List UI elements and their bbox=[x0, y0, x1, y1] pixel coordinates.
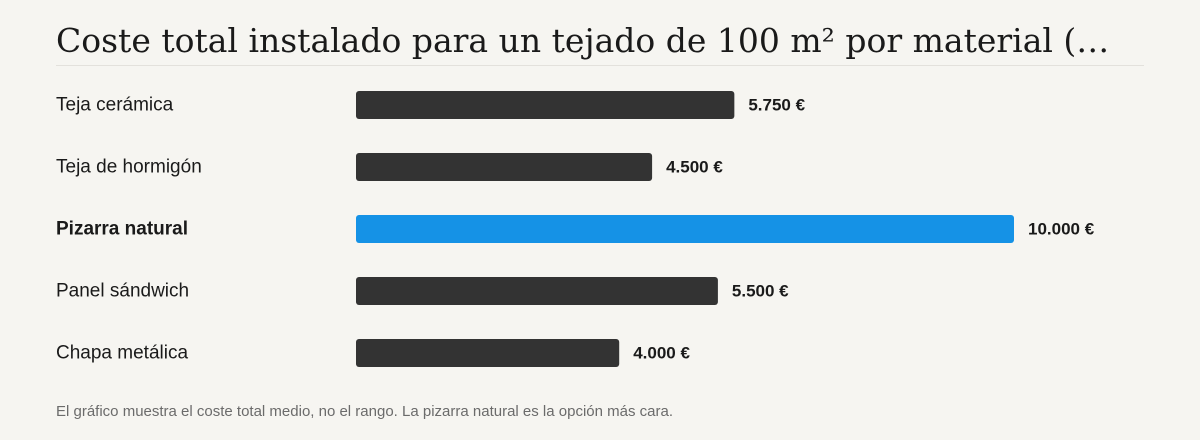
value-label: 4.500 € bbox=[666, 158, 723, 177]
bar bbox=[356, 277, 718, 305]
bar bbox=[356, 339, 620, 367]
value-label: 5.750 € bbox=[748, 96, 805, 115]
category-label: Chapa metálica bbox=[56, 343, 188, 364]
value-label: 10.000 € bbox=[1028, 220, 1095, 239]
bar bbox=[356, 153, 653, 181]
bar bbox=[356, 91, 735, 119]
chart-title: Coste total instalado para un tejado de … bbox=[56, 21, 1110, 60]
bar-highlighted bbox=[356, 215, 1014, 243]
bar-row: Chapa metálica 4.000 € bbox=[56, 339, 690, 367]
title-divider bbox=[56, 65, 1144, 66]
value-label: 4.000 € bbox=[633, 344, 690, 363]
bar-row: Panel sándwich 5.500 € bbox=[56, 277, 789, 305]
category-label: Pizarra natural bbox=[56, 219, 188, 240]
bar-row: Pizarra natural 10.000 € bbox=[56, 215, 1095, 243]
category-label: Teja cerámica bbox=[56, 95, 174, 116]
bar-row: Teja cerámica 5.750 € bbox=[56, 91, 806, 119]
category-label: Teja de hormigón bbox=[56, 157, 202, 178]
chart-footnote: El gráfico muestra el coste total medio,… bbox=[56, 403, 673, 420]
category-label: Panel sándwich bbox=[56, 281, 189, 302]
value-label: 5.500 € bbox=[732, 282, 789, 301]
bar-row: Teja de hormigón 4.500 € bbox=[56, 153, 723, 181]
